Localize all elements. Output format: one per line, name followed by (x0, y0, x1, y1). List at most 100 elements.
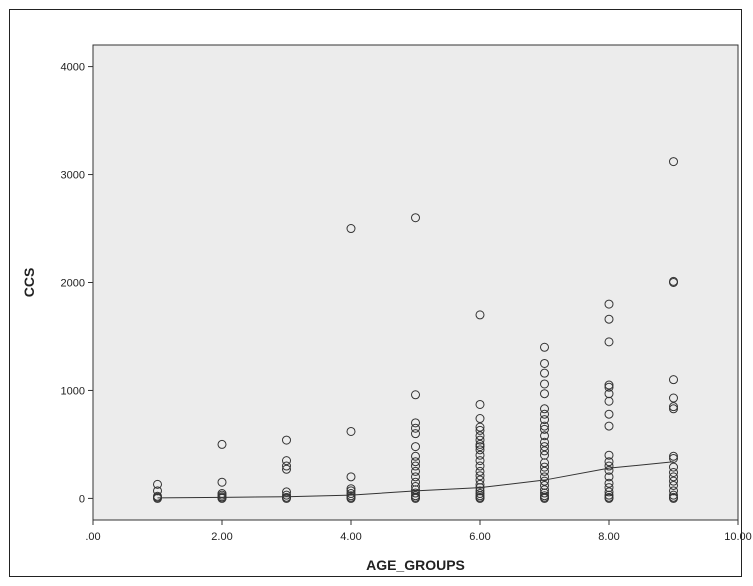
data-point (475, 435, 485, 445)
data-point (346, 426, 356, 436)
data-point (475, 414, 485, 424)
y-tick-label: 2000 (61, 278, 85, 290)
data-point (411, 461, 420, 471)
data-point (475, 475, 485, 485)
data-point (540, 476, 549, 486)
data-point (411, 477, 420, 487)
data-point (475, 450, 485, 460)
data-point (346, 484, 356, 494)
data-point (669, 375, 678, 385)
data-point (669, 157, 678, 167)
data-point (475, 456, 485, 466)
data-point (346, 224, 356, 234)
data-point (604, 461, 614, 471)
data-point (669, 490, 678, 500)
data-point (540, 437, 549, 447)
data-point (604, 472, 614, 482)
data-point (346, 472, 356, 482)
data-point (540, 342, 549, 352)
data-point (540, 442, 549, 452)
data-point (604, 492, 614, 502)
data-point (475, 461, 485, 471)
data-point (153, 491, 162, 501)
data-point (604, 389, 614, 399)
data-point (669, 476, 678, 486)
data-point (540, 480, 549, 490)
data-point (604, 450, 614, 460)
data-point (669, 453, 678, 463)
data-point (669, 402, 678, 412)
data-point (475, 471, 485, 481)
tick-labels: .00 2.00 4.00 6.00 8.00 10.00 0 1000 2000 3000 400… (61, 62, 752, 543)
data-point (669, 472, 678, 482)
x-axis-title: AGE_GROUPS (366, 557, 465, 573)
data-point (540, 491, 549, 501)
data-points (153, 157, 678, 503)
data-point (669, 404, 678, 414)
data-point (475, 489, 485, 499)
data-point (153, 486, 162, 496)
data-point (540, 404, 549, 414)
fit-line (157, 461, 674, 499)
data-point (540, 450, 549, 460)
data-point (411, 472, 420, 482)
data-point (475, 422, 485, 432)
data-point (475, 431, 485, 441)
y-tick-label: 3000 (61, 170, 85, 182)
data-point (411, 466, 420, 476)
data-point (540, 421, 549, 431)
data-point (669, 276, 678, 286)
data-point (475, 486, 485, 496)
data-point (604, 380, 614, 390)
data-point (282, 461, 291, 471)
data-point (411, 442, 420, 452)
x-tick-label: .00 (85, 531, 100, 543)
data-point (604, 337, 614, 347)
data-point (604, 487, 614, 497)
data-point (411, 213, 420, 223)
y-tick-label: 4000 (61, 62, 85, 74)
data-point (604, 314, 614, 324)
data-point (475, 466, 485, 476)
data-point (540, 415, 549, 425)
data-point (669, 486, 678, 496)
data-point (669, 468, 678, 477)
data-point (411, 457, 420, 467)
data-point (475, 439, 485, 449)
data-point (475, 310, 485, 320)
data-point (669, 451, 678, 461)
data-point (604, 299, 614, 309)
data-point (153, 479, 162, 489)
data-point (346, 489, 356, 499)
data-point (669, 462, 678, 472)
axes (88, 66, 739, 525)
x-tick-label: 4.00 (340, 531, 361, 543)
data-point (540, 466, 549, 476)
data-point (604, 421, 614, 431)
data-point (217, 439, 227, 449)
plot-area (92, 44, 739, 521)
data-point (411, 423, 420, 433)
x-tick-label: 6.00 (469, 531, 490, 543)
data-point (540, 462, 549, 472)
data-point (475, 425, 485, 435)
data-point (282, 456, 291, 466)
data-point (475, 479, 485, 489)
data-point (540, 368, 549, 378)
y-tick-label: 0 (79, 493, 85, 505)
data-point (282, 490, 291, 500)
data-point (282, 464, 291, 474)
data-point (411, 451, 420, 461)
data-point (540, 389, 549, 399)
data-point (540, 446, 549, 456)
data-point (669, 480, 678, 490)
data-point (475, 442, 485, 452)
data-point (540, 472, 549, 482)
y-tick-label: 1000 (61, 385, 85, 397)
data-point (604, 478, 614, 488)
data-point (604, 409, 614, 419)
data-point (411, 418, 420, 428)
data-point (411, 390, 420, 400)
data-point (669, 393, 678, 403)
